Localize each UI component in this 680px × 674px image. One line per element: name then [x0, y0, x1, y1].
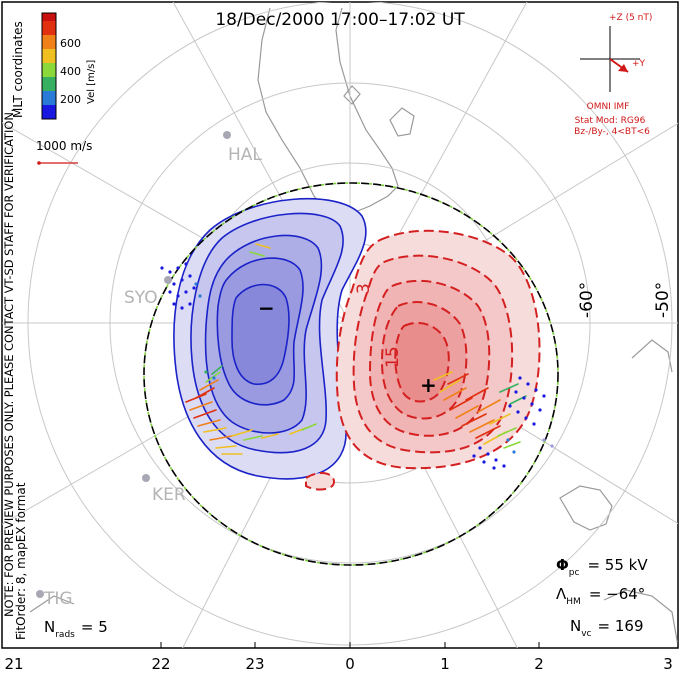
station-markers [36, 131, 231, 598]
imf-y-label: +Y [632, 59, 646, 69]
colorbar-tick-200: 200 [60, 93, 81, 106]
positive-potential-cell [305, 229, 541, 491]
colorbar-swatch-8 [42, 13, 56, 21]
velocity-dots-dusk [160, 262, 216, 380]
map-title: 18/Dec/2000 17:00–17:02 UT [215, 10, 465, 30]
velocity-vectors-dusk [185, 243, 317, 455]
potential-min-marker: − [258, 296, 275, 320]
scale-vector: 1000 m/s [36, 139, 92, 165]
colorbar-swatch-3 [42, 77, 56, 91]
mlt-tick-2: 2 [534, 655, 544, 673]
stat-n-rads: Nrads = 5 [44, 618, 108, 640]
colorbar-swatch-6 [42, 35, 56, 49]
fit-info: FitOrder: 8, mapEX format [14, 482, 28, 640]
velocity-vectors-dawn [433, 371, 527, 449]
latitude-label-60: -60° [577, 282, 597, 318]
mlt-tick-3: 3 [663, 655, 673, 673]
mlt-tick-23: 23 [245, 655, 265, 673]
station-hal-marker [223, 131, 231, 139]
velocity-colorbar: 600 400 200 Vel [m/s] [41, 12, 97, 120]
stat-lambda-hm: ΛHM = −64° [556, 585, 645, 607]
hm-boundary [143, 182, 559, 566]
latitude-label-50: -50° [653, 282, 673, 318]
mlt-axis [1, 642, 679, 648]
imf-dial: +Z (5 nT) +Y [580, 13, 652, 92]
imf-condition: Bz-/By-, 4<BT<6 [574, 127, 650, 137]
colorbar-tick-400: 400 [60, 65, 81, 78]
imf-z-label: +Z (5 nT) [609, 13, 652, 23]
mlt-tick-1: 1 [440, 655, 450, 673]
stat-n-vc: Nvc = 169 [570, 617, 643, 639]
station-label-syo: SYO [124, 288, 158, 308]
stats-panel: Φpc = 55 kV ΛHM = −64° Nvc = 169 Nrads = 5 [44, 556, 648, 640]
colorbar-swatch-7 [42, 21, 56, 35]
colorbar-swatch-2 [42, 91, 56, 105]
contour-label-3: 3 [354, 283, 374, 294]
imf-source: OMNI IMF [587, 102, 630, 112]
scale-vector-label: 1000 m/s [36, 139, 92, 153]
station-syo-marker [164, 276, 172, 284]
stat-phi-pc: Φpc = 55 kV [556, 556, 648, 578]
station-tig-marker [36, 590, 44, 598]
velocity-dots-dawn [472, 376, 554, 470]
negative-potential-cell [173, 197, 367, 480]
colorbar-label: Vel [m/s] [86, 60, 97, 104]
mlt-tick-22: 22 [151, 655, 171, 673]
potential-max-marker: + [420, 373, 437, 397]
coordinates-label: MLT coordinates [11, 21, 25, 118]
plot-frame [1, 1, 679, 649]
mlt-tick-0: 0 [345, 655, 355, 673]
imf-stat-mod: Stat Mod: RG96 [575, 116, 646, 126]
colorbar-swatch-1 [42, 105, 56, 119]
station-ker-marker [142, 474, 150, 482]
station-label-ker: KER [152, 485, 186, 505]
contour-label-15: 15 [383, 346, 403, 368]
mlt-tick-21: 21 [4, 655, 24, 673]
preview-watermark: NOTE: FOR PREVIEW PURPOSES ONLY. PLEASE … [2, 109, 16, 617]
station-label-tig: TIG [43, 589, 73, 609]
colorbar-swatch-5 [42, 49, 56, 63]
colorbar-swatch-4 [42, 63, 56, 77]
colorbar-tick-600: 600 [60, 37, 81, 50]
station-label-hal: HAL [228, 145, 262, 165]
